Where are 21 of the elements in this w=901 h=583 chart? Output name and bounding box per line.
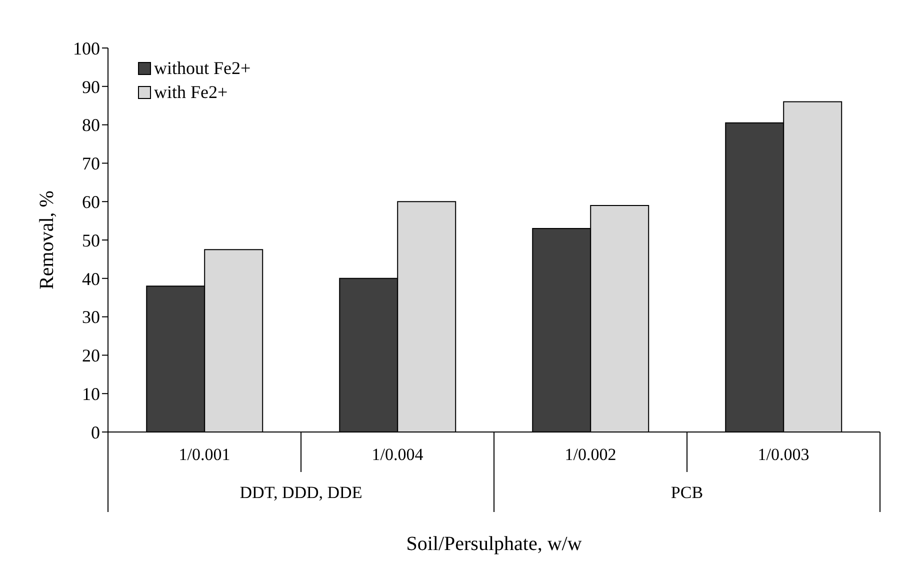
y-tick-label: 60	[82, 192, 100, 212]
x-tick-label: 1/0.004	[372, 445, 424, 464]
text: DDT, DDD, DDE	[240, 483, 362, 502]
y-tick-label: 80	[82, 115, 100, 136]
legend-label: without Fe2+	[154, 58, 251, 78]
x-tick-label: 1/0.003	[758, 445, 810, 464]
x-tick-label: 1/0.001	[178, 445, 230, 464]
y-axis-title: Removal, %	[36, 190, 58, 290]
y-tick-label: 90	[82, 76, 100, 97]
text: PCB	[670, 483, 704, 502]
x-axis-title: Soil/Persulphate, w/w	[406, 533, 582, 555]
y-tick-label: 20	[82, 346, 100, 366]
y-tick-label: 10	[82, 384, 100, 404]
x-tick-label: 1/0.002	[564, 445, 616, 464]
legend-label: with Fe2+	[154, 82, 228, 102]
y-tick-label: 70	[82, 154, 100, 174]
y-tick-label: 30	[82, 307, 100, 328]
y-tick-label: 50	[82, 230, 100, 250]
y-tick-label: 0	[91, 422, 100, 442]
y-tick-label: 40	[82, 268, 100, 289]
y-tick-label: 100	[73, 38, 100, 58]
